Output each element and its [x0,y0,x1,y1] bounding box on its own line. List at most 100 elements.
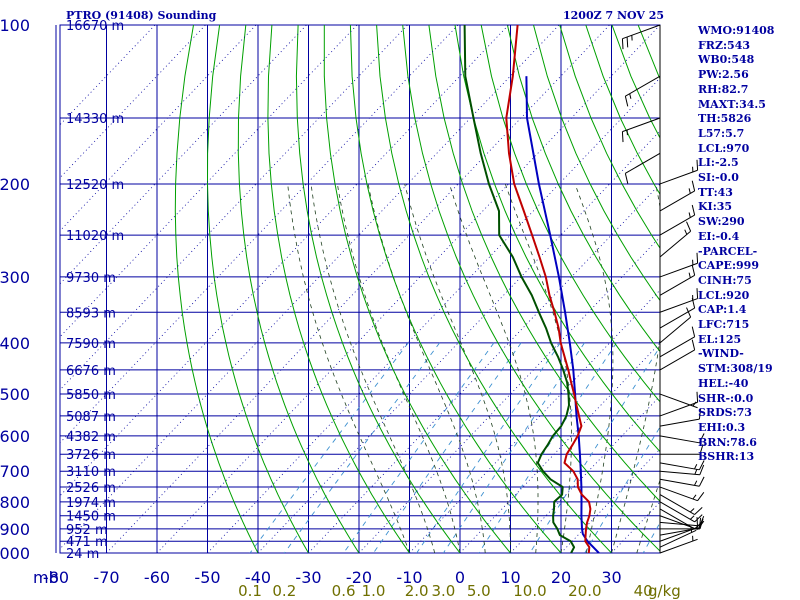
dry-adiabat-line [506,25,660,353]
wind-barb-shaft [659,298,698,313]
temperature-tick-label: -30 [295,568,321,587]
wind-barb [659,433,705,444]
height-level-label: 7590 m [66,337,116,352]
height-level-label: 5087 m [66,410,116,425]
height-level-label: 11020 m [66,229,124,244]
isotherm-line [60,25,509,497]
mixing-ratio-label: 1.0 [362,582,386,600]
mixing-ratio-label: 3.0 [431,582,455,600]
mixing-ratio-lines [249,342,660,553]
dry-adiabat-line [206,25,309,553]
wind-barb-shaft [659,494,695,515]
wind-barb-shaft [659,274,695,296]
isotherm-line [60,25,257,232]
wind-barb-flag [626,36,629,48]
wind-barb [659,339,696,371]
wind-barb-shaft [659,501,695,523]
temperature-tick-label: -40 [245,568,271,587]
wind-barb [659,476,705,487]
wind-barb [659,393,698,409]
wind-barb-shaft [659,418,700,427]
wind-barb-flag [696,252,699,264]
index-item: EI:-0.4 [698,229,740,243]
height-level-label: 5850 m [66,388,116,403]
wind-barb-shaft [659,470,700,476]
wind-barb-shaft [659,336,695,358]
height-level-label: 952 m [66,523,108,538]
wind-barb [659,460,705,471]
wind-barb-shaft [659,349,695,371]
wind-barb-flag [691,204,696,216]
index-item: CINH:75 [698,273,752,287]
moist-adiabat-line [310,183,436,553]
index-item: MAXT:34.5 [698,97,766,111]
wind-barb-shaft [659,538,698,554]
mixing-ratio-line [478,342,617,553]
temperature-tick-label: -80 [43,568,69,587]
axis-labels: 100200300400500600700800900100016670 m14… [0,16,681,600]
wind-barb [659,159,699,185]
wind-barb [659,326,696,358]
index-item: BRN:78.6 [698,435,757,449]
wind-barb-shaft [659,169,698,185]
sounding-profiles [463,25,600,553]
dry-adiabat-line [295,25,461,553]
height-level-label: 14330 m [66,112,124,127]
height-level-label: 8593 m [66,306,116,321]
isotherm-line [106,25,610,553]
wind-barb-half-flag [684,229,688,235]
wind-barb [659,486,705,502]
wind-barb-shaft [659,262,698,278]
parcel-trace [525,76,600,553]
index-item: WMO:91408 [698,24,775,37]
wind-barb [660,444,704,455]
wind-barb [659,535,698,554]
height-level-label: 12520 m [66,178,124,193]
mixing-ratio-label: 2.0 [405,582,429,600]
wind-barb-flag [696,288,699,299]
index-item: LFC:715 [698,318,750,332]
mixing-ratio-line [343,342,495,553]
index-item: SW:290 [698,215,745,229]
wind-barb-flag [694,514,703,523]
wind-barb [659,264,696,296]
dry-adiabat-line [267,25,410,553]
wind-barb-flag [698,476,705,487]
index-item: SI:-0.0 [698,171,739,185]
height-level-label: 6676 m [66,364,116,379]
index-item: TH:5826 [698,112,752,126]
wind-barb [659,408,702,427]
isotherm-line [60,25,459,444]
mixing-ratio-label: 0.2 [272,582,296,600]
mixing-ratio-line [416,342,561,553]
mixing-ratio-line [249,342,409,553]
wind-barb-shaft [659,478,700,487]
wind-barb-shaft [625,75,661,97]
dry-adiabat-line [174,25,259,553]
chart-title: PTRO (91408) Sounding [66,9,217,22]
wind-barb-shaft [622,24,661,40]
wind-barb-shaft [659,486,698,502]
wind-barb-shaft [659,462,700,471]
moist-adiabat-line [449,183,539,553]
wind-barb-half-flag [692,401,697,407]
pressure-tick-label: 200 [0,175,30,194]
height-level-label: 3726 m [66,448,116,463]
dry-adiabat-line [402,25,660,552]
dry-adiabat-line [323,25,511,553]
mixing-ratio-label: 40 [634,582,653,600]
wind-barb-shaft [659,307,695,329]
isotherm-line [207,77,660,553]
wind-barb-half-flag [629,93,632,99]
mixing-ratio-line [443,342,585,553]
wind-barb-flag [691,264,696,276]
mixing-ratio-line [373,342,522,553]
wind-barb [624,152,661,184]
dry-adiabat-line [533,25,660,302]
chart-grid [55,24,661,554]
wind-barb [659,307,692,344]
wind-barb-shaft [659,190,695,212]
wind-barb-half-flag [689,515,695,520]
wind-barb-flag [698,460,705,471]
